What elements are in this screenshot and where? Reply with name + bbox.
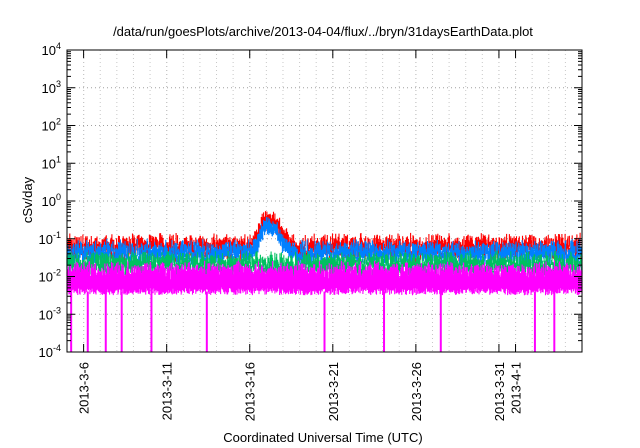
x-tick-label: 2013-3-16 [243, 362, 258, 421]
y-tick-label: 101 [42, 154, 61, 171]
y-tick-label: 104 [42, 41, 61, 58]
y-tick-label: 10-4 [39, 343, 61, 360]
x-tick-label: 2013-3-21 [326, 362, 341, 421]
x-tick-label: 2013-3-26 [409, 362, 424, 421]
y-tick-label: 10-1 [39, 230, 61, 247]
x-tick-label: 2013-3-11 [160, 362, 175, 420]
y-tick-label: 10-2 [39, 268, 61, 285]
x-tick-label: 2013-4-1 [509, 362, 524, 414]
x-tick-label: 2013-3-31 [492, 362, 507, 421]
y-tick-label: 102 [42, 117, 61, 134]
chart-title: /data/run/goesPlots/archive/2013-04-04/f… [113, 24, 533, 39]
y-axis-label: cSv/day [20, 176, 35, 223]
y-tick-labels: 10-4 10-3 10-2 10-1 100 101 102 103 104 [39, 41, 61, 360]
axis-ticks [67, 49, 582, 353]
y-tick-label: 100 [42, 192, 61, 209]
x-tick-label: 2013-3-6 [77, 362, 92, 414]
series-layer [66, 211, 583, 352]
y-tick-label: 10-3 [39, 305, 61, 322]
y-tick-label: 103 [42, 79, 61, 96]
x-tick-labels: 2013-3-6 2013-3-11 2013-3-16 2013-3-21 2013-… [77, 362, 524, 421]
x-axis-label: Coordinated Universal Time (UTC) [223, 430, 422, 445]
